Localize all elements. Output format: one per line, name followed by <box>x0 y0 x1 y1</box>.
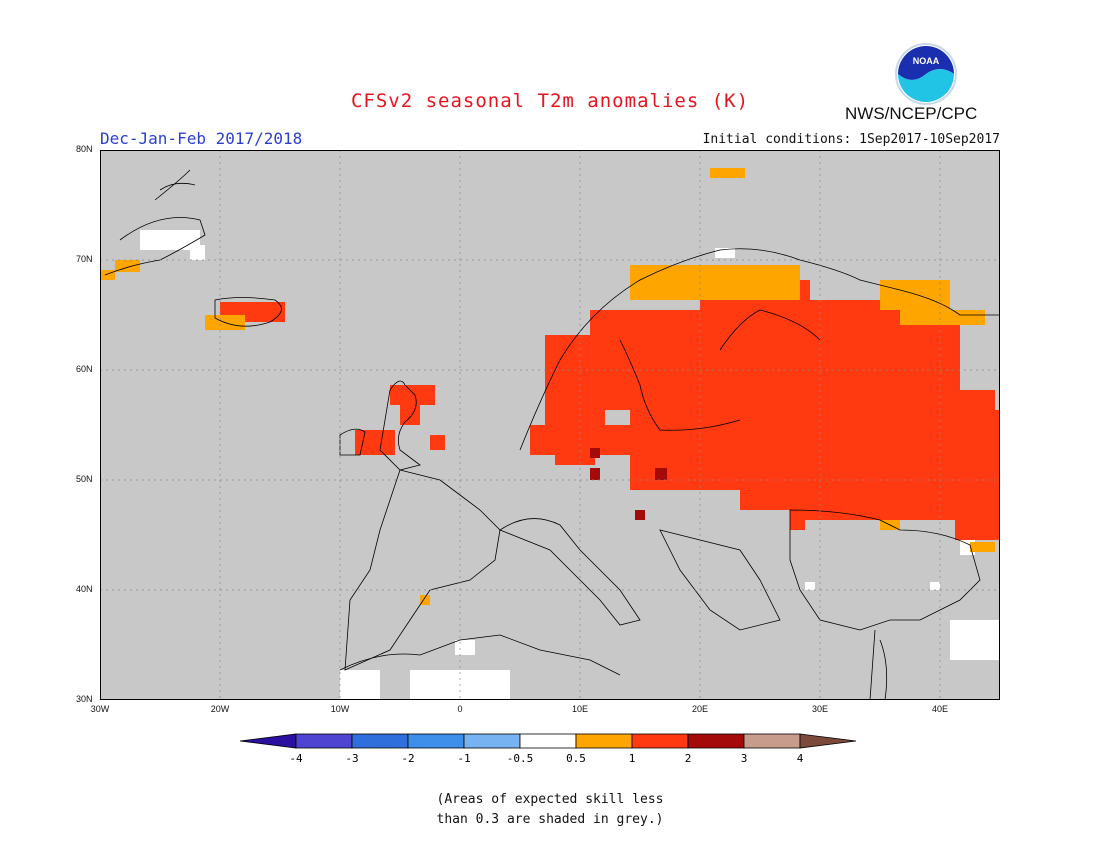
colorbar-segment <box>519 733 577 749</box>
colorbar-label: 1 <box>629 752 636 765</box>
lat-tick-label: 30N <box>76 694 93 704</box>
colorbar-label: -3 <box>345 752 358 765</box>
lat-tick-label: 70N <box>76 254 93 264</box>
lat-tick-label: 80N <box>76 144 93 154</box>
lon-tick-label: 20W <box>210 704 230 714</box>
lon-tick-label: 20E <box>691 704 708 714</box>
initial-conditions-label: Initial conditions: 1Sep2017-10Sep2017 <box>702 132 1000 147</box>
colorbar-segment <box>743 733 801 749</box>
anomaly-map <box>100 150 1000 700</box>
coastlines <box>104 169 1000 700</box>
skill-note: (Areas of expected skill less than 0.3 a… <box>0 790 1100 830</box>
colorbar-label: -2 <box>401 752 414 765</box>
anomaly-2-3-cells <box>590 448 667 520</box>
skill-note-line1: (Areas of expected skill less <box>436 792 664 807</box>
lat-tick-label: 60N <box>76 364 93 374</box>
colorbar-label: 4 <box>797 752 804 765</box>
lon-tick-label: 10E <box>571 704 588 714</box>
colorbar-segment <box>463 733 521 749</box>
colorbar-right-arrow <box>799 733 857 749</box>
colorbar-segment <box>351 733 409 749</box>
lat-tick-label: 40N <box>76 584 93 594</box>
graticule <box>100 150 1000 700</box>
colorbar-segment <box>687 733 745 749</box>
noaa-logo: NOAA <box>894 42 958 110</box>
lon-tick-label: 30W <box>90 704 110 714</box>
colorbar-label: -4 <box>289 752 303 765</box>
colorbar-label: 2 <box>685 752 692 765</box>
skill-note-line2: than 0.3 are shaded in grey.) <box>436 812 664 827</box>
lon-tick-label: 40E <box>931 704 948 714</box>
lat-tick-label: 50N <box>76 474 93 484</box>
lon-tick-label: 10W <box>330 704 350 714</box>
logo-text: NOAA <box>913 56 940 66</box>
lon-tick-label: 0 <box>457 704 463 714</box>
colorbar-label: 3 <box>741 752 748 765</box>
anomaly-1-2-cells <box>220 280 1000 540</box>
colorbar-left-arrow <box>240 733 297 749</box>
colorbar-segment <box>295 733 353 749</box>
colorbar-label: -0.5 <box>507 752 534 765</box>
colorbar-label: -1 <box>457 752 470 765</box>
colorbar: -4 -3 -2 -1 -0.5 0.5 1 2 3 4 <box>240 733 857 765</box>
chart-title: CFSv2 seasonal T2m anomalies (K) <box>350 90 750 112</box>
lon-tick-label: 30E <box>811 704 828 714</box>
colorbar-label: 0.5 <box>566 752 586 765</box>
colorbar-segment <box>631 733 689 749</box>
season-label: Dec-Jan-Feb 2017/2018 <box>100 129 303 148</box>
colorbar-segment <box>575 733 633 749</box>
colorbar-segment <box>407 733 465 749</box>
agency-label: NWS/NCEP/CPC <box>845 104 978 123</box>
